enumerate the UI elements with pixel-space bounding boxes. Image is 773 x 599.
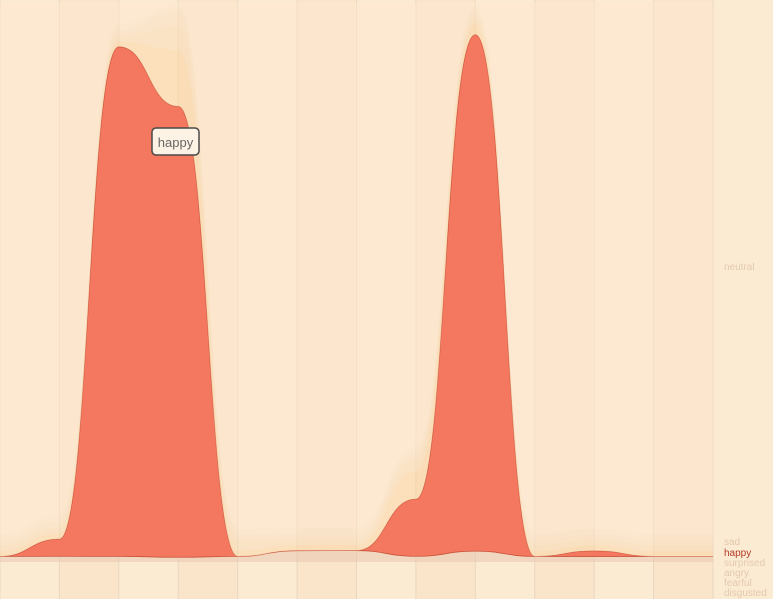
series-area-fearful[interactable] — [0, 11, 713, 546]
tooltip-box — [151, 127, 200, 156]
series-area-sad[interactable] — [0, 550, 713, 562]
legend-label-happy[interactable]: happy — [724, 548, 751, 559]
series-area-surprised[interactable] — [0, 23, 713, 557]
legend-label-disgusted[interactable]: disgusted — [724, 588, 767, 599]
series-area-disgusted[interactable] — [0, 6, 713, 540]
legend-label-angry[interactable]: angry — [724, 568, 749, 579]
tooltip-label: happy — [158, 135, 194, 150]
tooltip: happy — [151, 127, 200, 156]
legend-label-neutral[interactable]: neutral — [724, 262, 755, 273]
legend-label-surprised[interactable]: surprised — [724, 558, 765, 569]
series-area-neutral[interactable] — [0, 2, 713, 534]
legend-label-fearful[interactable]: fearful — [724, 578, 752, 589]
series-areas — [0, 2, 713, 562]
series-area-angry[interactable] — [0, 18, 713, 551]
legend-label-sad[interactable]: sad — [724, 537, 740, 548]
